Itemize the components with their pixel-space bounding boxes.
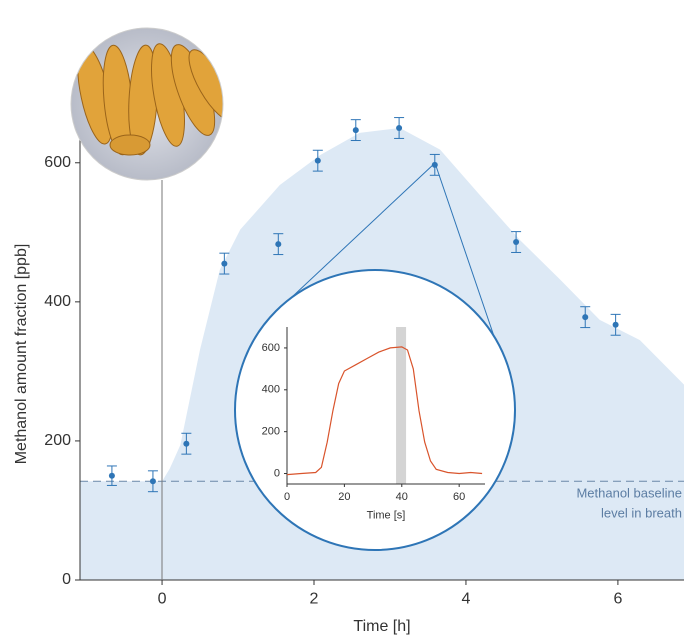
page: Methanol baselinelevel in breath02004006… <box>0 0 684 637</box>
x-tick-label: 0 <box>284 491 290 503</box>
data-point <box>275 241 281 247</box>
x-tick-label: 20 <box>338 491 350 503</box>
x-tick-label: 2 <box>310 591 319 608</box>
x-tick-label: 4 <box>461 591 470 608</box>
data-point <box>582 314 588 320</box>
data-point <box>396 125 402 131</box>
data-point <box>183 441 189 447</box>
x-tick-label: 60 <box>453 491 465 503</box>
baseline-annotation: level in breath <box>601 506 682 521</box>
x-axis-label: Time [s] <box>367 510 406 522</box>
data-point <box>150 478 156 484</box>
data-point <box>315 158 321 164</box>
data-point <box>353 127 359 133</box>
data-point <box>109 473 115 479</box>
x-axis-label: Time [h] <box>353 618 410 635</box>
inset-circle <box>235 270 515 550</box>
highlight-band <box>396 327 406 484</box>
y-tick-label: 600 <box>44 154 71 171</box>
data-point <box>613 322 619 328</box>
y-tick-label: 200 <box>44 432 71 449</box>
y-axis-label: Methanol amount fraction [ppb] <box>13 244 30 465</box>
data-point <box>513 239 519 245</box>
data-point <box>221 261 227 267</box>
y-tick-label: 0 <box>274 467 280 479</box>
y-tick-label: 0 <box>62 571 71 588</box>
x-tick-label: 40 <box>396 491 408 503</box>
banana-photo <box>71 28 243 180</box>
y-tick-label: 600 <box>262 342 280 354</box>
y-tick-label: 200 <box>262 426 280 438</box>
x-tick-label: 0 <box>158 591 167 608</box>
y-tick-label: 400 <box>262 384 280 396</box>
x-tick-label: 6 <box>613 591 622 608</box>
y-tick-label: 400 <box>44 293 71 310</box>
baseline-annotation: Methanol baseline <box>576 486 682 501</box>
chart: Methanol baselinelevel in breath02004006… <box>0 0 684 637</box>
